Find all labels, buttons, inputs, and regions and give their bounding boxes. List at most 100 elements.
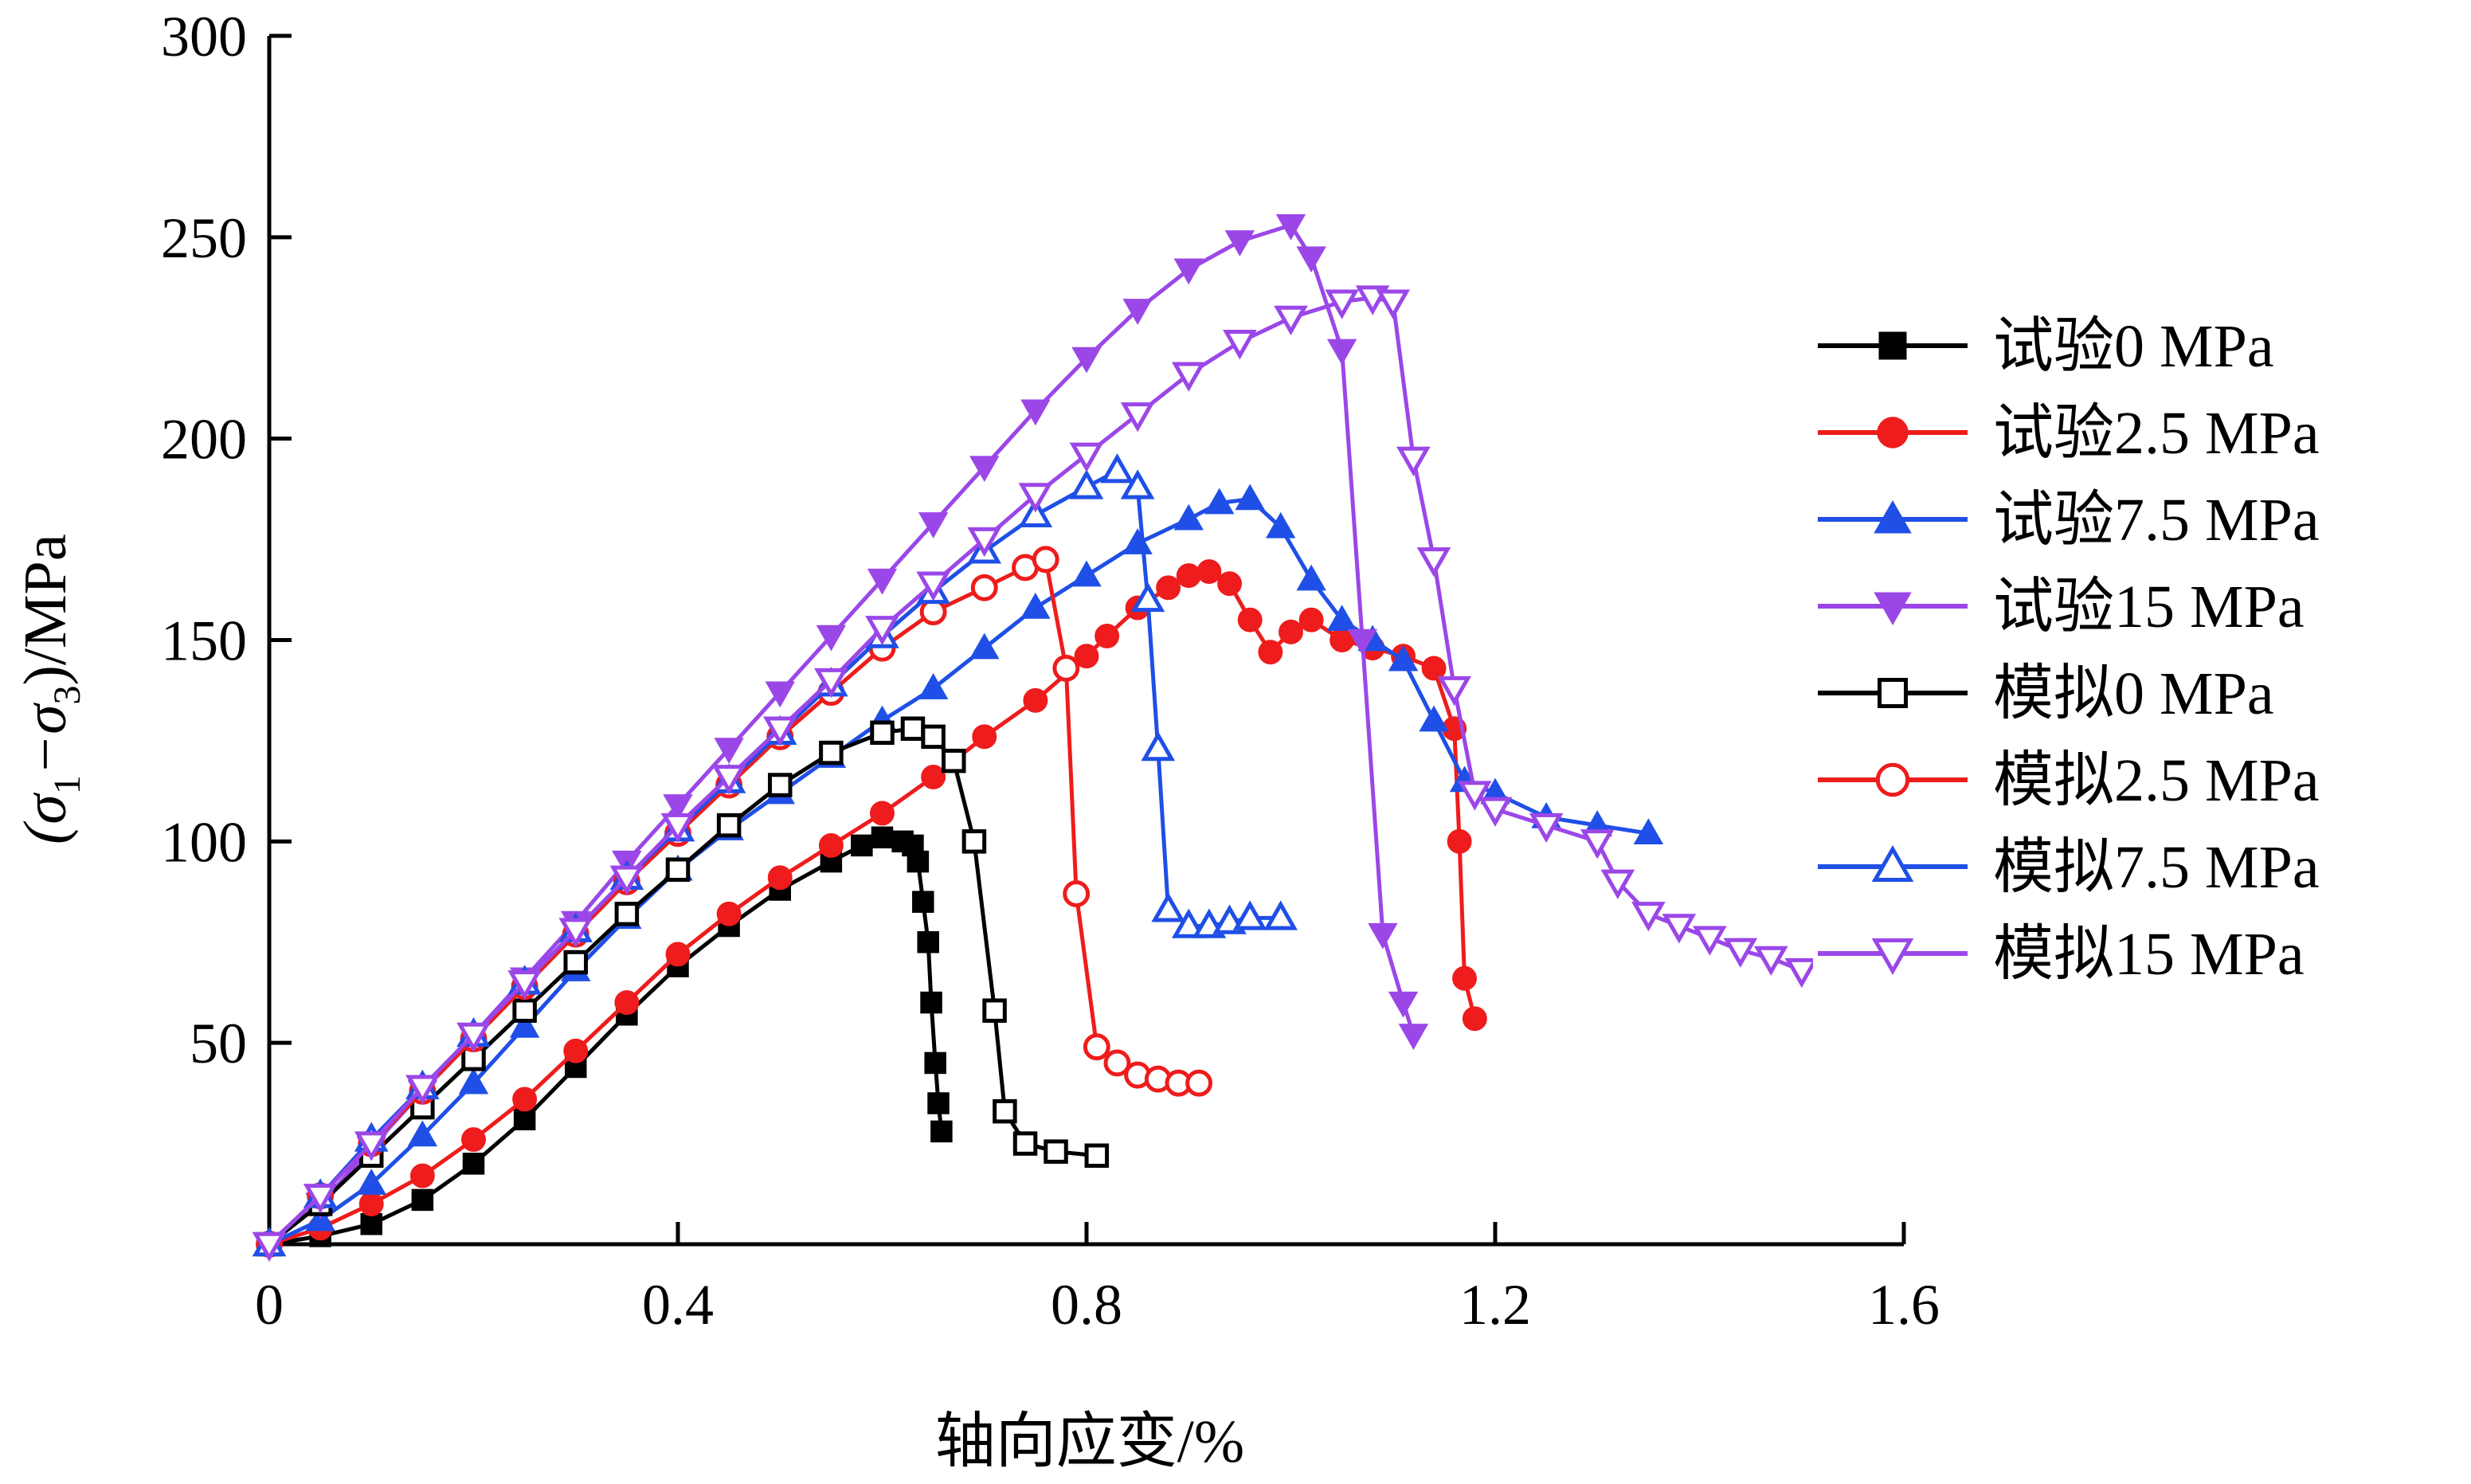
x-tick-label: 1.6	[1868, 1273, 1940, 1337]
data-point	[1069, 469, 1104, 499]
data-point	[1204, 487, 1235, 515]
legend-label: 试验0 MPa	[1993, 313, 2274, 380]
data-point	[1151, 892, 1185, 922]
y-axis-title-part: −σ	[12, 703, 79, 775]
data-point	[1326, 339, 1357, 366]
data-point	[818, 832, 844, 858]
data-point	[411, 1188, 434, 1212]
data-point	[970, 574, 998, 601]
data-point	[1071, 347, 1102, 374]
data-point	[1235, 484, 1265, 511]
data-point	[912, 891, 934, 913]
data-point	[1258, 640, 1283, 665]
data-point	[1296, 564, 1326, 591]
data-point	[1173, 503, 1204, 531]
data-point	[1419, 705, 1449, 732]
data-point	[512, 1087, 538, 1112]
legend-label: 试验7.5 MPa	[1993, 487, 2320, 554]
data-point	[663, 794, 693, 820]
data-point	[1074, 644, 1099, 669]
series-1	[258, 826, 953, 1255]
x-tick-label: 0	[255, 1273, 284, 1337]
data-point	[1368, 922, 1398, 950]
series-line	[268, 726, 1098, 1246]
data-point	[1298, 607, 1324, 632]
data-point	[711, 765, 746, 795]
data-point	[1224, 230, 1255, 256]
data-point	[1052, 654, 1080, 682]
data-point	[1388, 644, 1419, 672]
data-point	[558, 918, 593, 948]
data-point	[407, 1120, 438, 1147]
data-point	[1878, 331, 1907, 360]
data-point	[1458, 781, 1492, 811]
data-point	[1120, 469, 1155, 499]
data-point	[1877, 417, 1909, 448]
legend-item: 模拟2.5 MPa	[1813, 747, 2471, 814]
data-point	[1263, 900, 1298, 930]
data-point	[1275, 213, 1306, 241]
data-point	[609, 865, 644, 895]
data-point	[356, 1169, 386, 1195]
data-point	[1600, 869, 1635, 899]
data-point	[1529, 812, 1564, 844]
data-point	[507, 970, 542, 1000]
data-point	[456, 1022, 491, 1053]
data-point	[918, 673, 949, 699]
data-point	[1069, 442, 1104, 472]
series-8	[252, 285, 1819, 1263]
data-point	[819, 740, 844, 765]
data-point	[1296, 246, 1326, 273]
x-tick-label: 0.8	[1051, 1273, 1122, 1337]
legend-label: 模拟15 MPa	[1993, 921, 2305, 988]
y-axis-title-part: (σ	[12, 793, 79, 844]
data-point	[1421, 656, 1447, 681]
data-point	[1753, 946, 1788, 977]
data-point	[993, 1098, 1017, 1124]
series-7	[252, 453, 1298, 1257]
legend-label: 模拟2.5 MPa	[1993, 747, 2320, 814]
data-point	[1274, 305, 1308, 336]
data-point	[900, 716, 926, 741]
data-point	[1196, 559, 1222, 584]
data-point	[1023, 687, 1048, 713]
y-axis-title-part: 1	[46, 775, 88, 794]
data-point	[1875, 762, 1910, 797]
data-point	[870, 801, 895, 826]
data-point	[513, 1108, 536, 1130]
data-point	[851, 834, 873, 857]
data-point	[865, 616, 899, 646]
data-point	[303, 1184, 338, 1214]
data-point	[907, 850, 930, 873]
data-point	[1265, 511, 1296, 538]
data-point	[1063, 880, 1091, 908]
x-axis-title: 轴向应变/%	[935, 1408, 1244, 1475]
data-point	[461, 1127, 486, 1152]
legend-label: 模拟7.5 MPa	[1993, 834, 2320, 901]
data-point	[917, 931, 939, 953]
data-point	[765, 681, 795, 708]
data-point	[1874, 592, 1912, 626]
series-line	[268, 296, 1803, 1246]
data-point	[1071, 560, 1102, 587]
data-point	[1173, 258, 1204, 285]
data-point	[1388, 991, 1419, 1018]
data-point	[360, 1212, 382, 1235]
data-point	[462, 1153, 485, 1175]
data-point	[871, 826, 894, 849]
y-axis-title: (σ1−σ3)/MPa	[12, 534, 88, 844]
data-point	[1223, 330, 1257, 360]
x-tick-label: 0.4	[642, 1273, 714, 1337]
series-2	[256, 559, 1487, 1257]
data-point	[1396, 446, 1431, 476]
data-point	[1580, 829, 1615, 859]
y-tick-label: 100	[161, 810, 247, 874]
data-point	[1032, 546, 1059, 574]
data-point	[961, 829, 987, 854]
legend-item: 试验7.5 MPa	[1813, 487, 2471, 554]
data-point	[867, 568, 898, 595]
y-tick-label: 150	[161, 609, 247, 673]
data-point	[409, 1163, 435, 1188]
legend: 试验0 MPa 试验2.5 MPa 试验7.5 MPa 试验15 MPa 模拟0 MPa…	[1813, 313, 2471, 988]
